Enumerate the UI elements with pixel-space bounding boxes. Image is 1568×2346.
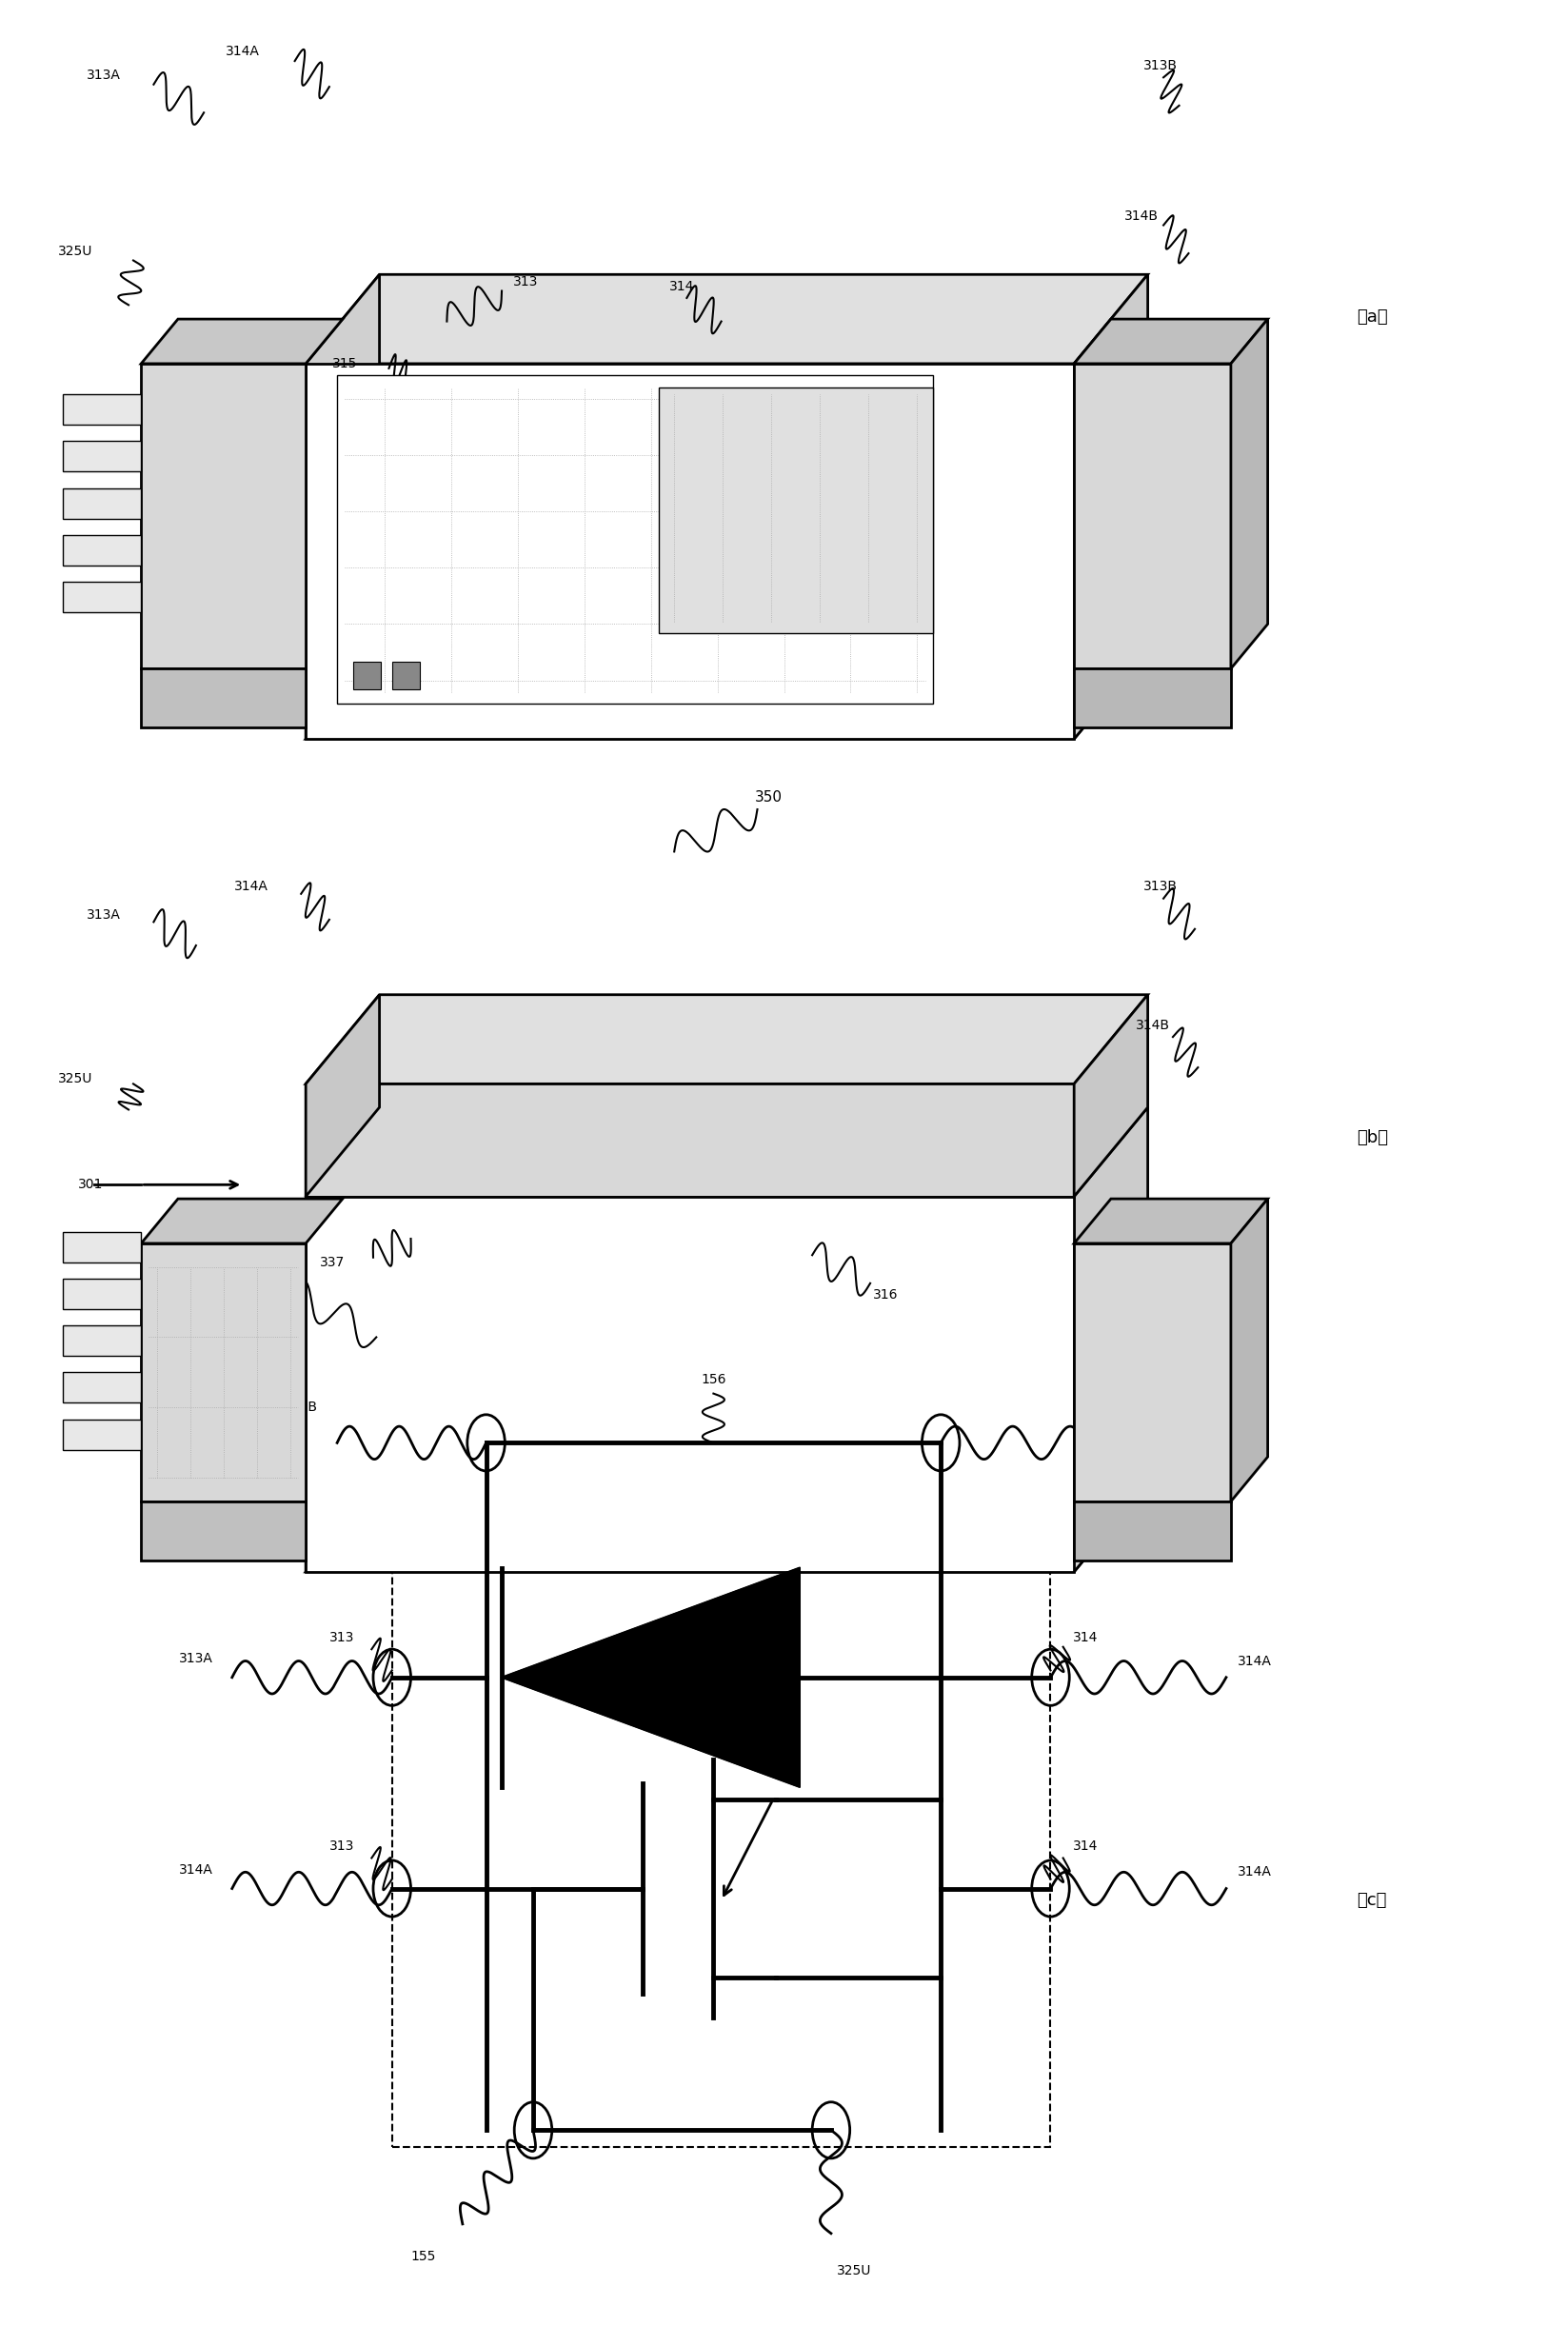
Polygon shape [63, 1232, 141, 1262]
Polygon shape [337, 375, 933, 704]
Text: 156: 156 [701, 1372, 726, 1386]
Text: 314A: 314A [226, 45, 260, 59]
Polygon shape [63, 1419, 141, 1450]
Text: 314: 314 [1073, 1630, 1098, 1645]
Polygon shape [1074, 364, 1231, 669]
Polygon shape [353, 662, 381, 690]
Text: （c）: （c） [1356, 1891, 1388, 1910]
Text: 313B: 313B [284, 1401, 318, 1415]
Polygon shape [141, 1199, 343, 1243]
Text: 155: 155 [414, 387, 439, 401]
Polygon shape [306, 274, 379, 739]
Text: 314: 314 [1073, 1839, 1098, 1853]
Text: 313A: 313A [86, 908, 121, 922]
Polygon shape [1074, 1107, 1148, 1572]
Text: 314A: 314A [179, 1863, 213, 1877]
Text: 350: 350 [754, 791, 782, 805]
Polygon shape [306, 1483, 1148, 1572]
Text: 314A: 314A [1237, 1654, 1272, 1668]
Text: 314: 314 [670, 279, 695, 293]
Polygon shape [63, 441, 141, 472]
Polygon shape [306, 1196, 1074, 1572]
Polygon shape [1074, 1243, 1231, 1501]
Bar [392, 1443, 1051, 2147]
Polygon shape [306, 364, 1074, 739]
Text: 314A: 314A [1237, 1865, 1272, 1879]
Text: 301: 301 [78, 1178, 103, 1192]
Polygon shape [63, 1279, 141, 1309]
Polygon shape [1074, 319, 1269, 364]
Polygon shape [141, 319, 343, 364]
Text: 316: 316 [873, 1288, 898, 1302]
Polygon shape [1074, 995, 1148, 1196]
Polygon shape [141, 1501, 306, 1560]
Text: 314B: 314B [1124, 209, 1159, 223]
Polygon shape [1231, 319, 1269, 669]
Text: 325U: 325U [58, 1072, 93, 1086]
Text: （b）: （b） [1356, 1128, 1388, 1147]
Text: 313: 313 [329, 1630, 354, 1645]
Polygon shape [306, 995, 1148, 1084]
Polygon shape [63, 535, 141, 565]
Polygon shape [63, 394, 141, 425]
Polygon shape [1074, 1501, 1231, 1560]
Polygon shape [306, 274, 1148, 364]
Polygon shape [141, 669, 306, 727]
Polygon shape [306, 1084, 1074, 1196]
Polygon shape [659, 387, 933, 633]
Polygon shape [1074, 274, 1148, 739]
Polygon shape [1074, 1199, 1269, 1243]
Polygon shape [306, 995, 379, 1196]
Text: 313B: 313B [1143, 880, 1178, 894]
Polygon shape [141, 364, 306, 669]
Polygon shape [63, 488, 141, 518]
Text: 325U: 325U [837, 2264, 872, 2278]
Text: 313A: 313A [179, 1652, 213, 1666]
Polygon shape [392, 662, 420, 690]
Polygon shape [1074, 669, 1231, 727]
Polygon shape [502, 1567, 800, 1788]
Text: 313: 313 [329, 1839, 354, 1853]
Polygon shape [63, 1325, 141, 1356]
Polygon shape [1231, 1199, 1269, 1501]
Text: （a）: （a） [1356, 307, 1388, 326]
Text: 313A: 313A [86, 68, 121, 82]
Text: 313B: 313B [1143, 59, 1178, 73]
Text: 155: 155 [411, 2250, 436, 2264]
Text: 314B: 314B [1135, 1018, 1170, 1032]
Polygon shape [306, 1107, 379, 1572]
Text: 156: 156 [858, 450, 883, 465]
Text: 325U: 325U [58, 244, 93, 258]
Polygon shape [141, 1243, 306, 1501]
Polygon shape [63, 1372, 141, 1403]
Text: 337: 337 [320, 1255, 345, 1269]
Text: 314B: 314B [1120, 1405, 1154, 1419]
Polygon shape [306, 650, 1148, 739]
Text: 315: 315 [332, 357, 358, 371]
Text: 314A: 314A [234, 880, 268, 894]
Text: 313: 313 [513, 274, 538, 289]
Text: 301: 301 [230, 1272, 256, 1286]
Polygon shape [63, 582, 141, 612]
